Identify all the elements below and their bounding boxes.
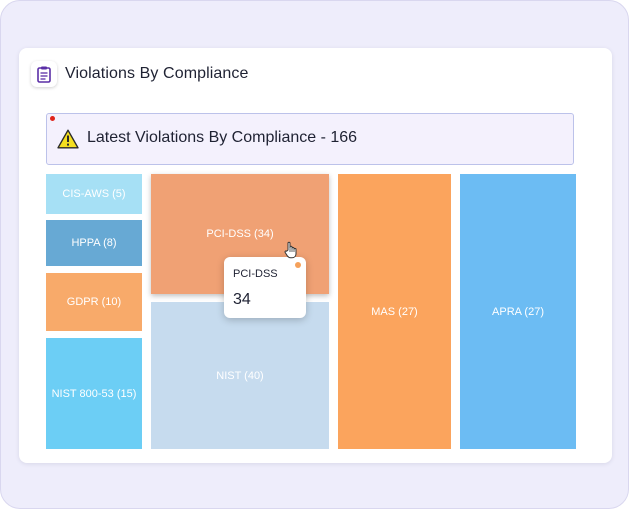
treemap-tile-label: HPPA (8) bbox=[71, 237, 117, 249]
violations-card: Violations By Compliance Latest Violatio… bbox=[19, 48, 612, 463]
warning-icon bbox=[57, 129, 79, 154]
tooltip-color-dot bbox=[295, 262, 301, 268]
treemap-tile-mas[interactable]: MAS (27) bbox=[338, 174, 451, 449]
treemap-tile-apra[interactable]: APRA (27) bbox=[460, 174, 576, 449]
treemap-tile-cis-aws[interactable]: CIS-AWS (5) bbox=[46, 174, 142, 214]
alert-dot bbox=[50, 116, 55, 121]
latest-violations-banner: Latest Violations By Compliance - 166 bbox=[46, 113, 574, 165]
tooltip-value: 34 bbox=[233, 291, 251, 308]
treemap-tile-nist-800-53[interactable]: NIST 800-53 (15) bbox=[46, 338, 142, 449]
banner-text: Latest Violations By Compliance - 166 bbox=[87, 129, 358, 146]
tooltip-label: PCI-DSS bbox=[233, 268, 278, 280]
treemap-tile-label: GDPR (10) bbox=[66, 296, 122, 308]
clipboard-icon bbox=[31, 61, 57, 87]
treemap-tile-label: NIST (40) bbox=[216, 369, 264, 382]
tooltip: PCI-DSS 34 bbox=[224, 257, 306, 318]
treemap-tile-hppa[interactable]: HPPA (8) bbox=[46, 220, 142, 266]
treemap-tile-label: NIST 800-53 (15) bbox=[51, 387, 137, 400]
hand-cursor-icon bbox=[284, 241, 298, 264]
card-header: Violations By Compliance bbox=[31, 61, 249, 87]
card-title: Violations By Compliance bbox=[65, 65, 249, 82]
treemap-tile-label: CIS-AWS (5) bbox=[62, 188, 126, 200]
treemap-tile-label: MAS (27) bbox=[371, 305, 418, 318]
treemap-tile-label: PCI-DSS (34) bbox=[206, 228, 274, 240]
treemap-tile-nist[interactable]: NIST (40) bbox=[151, 302, 329, 449]
treemap-tile-gdpr[interactable]: GDPR (10) bbox=[46, 273, 142, 331]
treemap-tile-label: APRA (27) bbox=[492, 305, 544, 318]
